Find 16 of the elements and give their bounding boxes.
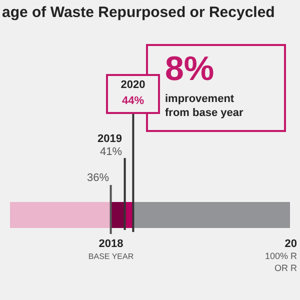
text: 8% xyxy=(165,50,214,88)
text: improvement xyxy=(165,93,234,105)
text: 100% R xyxy=(264,251,298,261)
text: BASE YEAR xyxy=(88,252,134,261)
text: 2018 xyxy=(98,238,124,250)
text: from base year xyxy=(165,107,244,119)
text: 44% xyxy=(122,95,144,107)
bar xyxy=(133,202,290,228)
chart-title: age of Waste Repurposed or Recycled xyxy=(2,4,275,21)
text: OR R xyxy=(274,263,298,273)
text: 41% xyxy=(100,146,122,158)
bar xyxy=(10,202,111,228)
text: 36% xyxy=(86,172,110,184)
text: 2019 xyxy=(98,133,122,145)
text: 20 xyxy=(284,238,297,250)
text: 2020 xyxy=(120,79,146,91)
